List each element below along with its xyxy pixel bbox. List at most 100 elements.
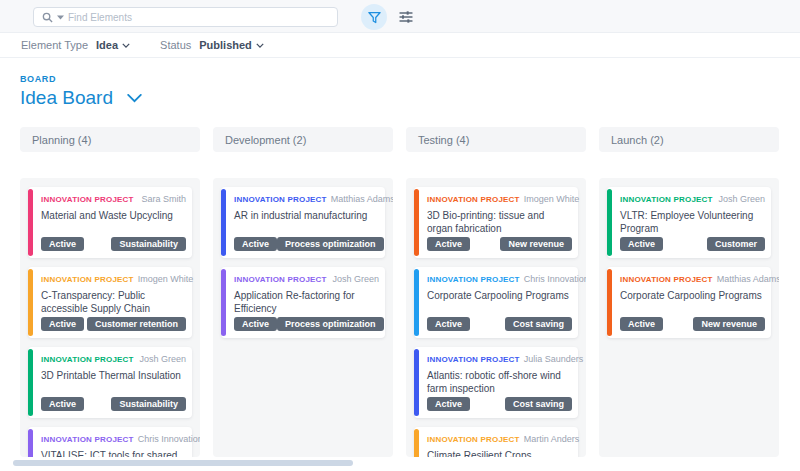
filter-row: Element Type Idea Status Published <box>0 33 800 58</box>
status-tag: Active <box>620 317 663 331</box>
card-accent-bar <box>607 269 612 336</box>
search-icon <box>42 12 53 23</box>
card-type-label: INNOVATION PROJECT <box>427 435 520 444</box>
card-type-label: INNOVATION PROJECT <box>234 275 327 284</box>
card-author: Matthias Adams <box>331 194 393 204</box>
card-tags-row: Active Customer retention <box>41 317 186 331</box>
status-tag: Active <box>427 237 470 251</box>
card-top-row: INNOVATION PROJECT Imogen White <box>427 194 572 204</box>
category-tag: Sustainability <box>111 237 186 251</box>
card-accent-bar <box>414 429 419 457</box>
category-tag: Cost saving <box>505 317 572 331</box>
card-tags-row: Active New revenue <box>620 317 765 331</box>
card-accent-bar <box>28 269 33 336</box>
idea-card[interactable]: INNOVATION PROJECT Martin Anders Climate… <box>414 427 578 457</box>
card-tags-row: Active Cost saving <box>427 317 572 331</box>
card-title: Corporate Carpooling Programs <box>427 289 572 315</box>
card-type-label: INNOVATION PROJECT <box>427 355 520 364</box>
card-accent-bar <box>607 189 612 256</box>
card-top-row: INNOVATION PROJECT Chris Innovation <box>41 434 186 444</box>
idea-card[interactable]: INNOVATION PROJECT Josh Green Applicatio… <box>221 267 385 338</box>
card-title: 3D Printable Thermal Insulation <box>41 369 186 395</box>
card-top-row: INNOVATION PROJECT Martin Anders <box>427 434 572 444</box>
status-tag: Active <box>41 317 84 331</box>
idea-card[interactable]: INNOVATION PROJECT Matthias Adams Corpor… <box>607 267 771 338</box>
card-title: C-Transparency: Public accessible Supply… <box>41 289 186 315</box>
status-tag: Active <box>620 237 663 251</box>
idea-card[interactable]: INNOVATION PROJECT Chris Innovation VITA… <box>28 427 192 457</box>
card-author: Matthias Adams <box>717 274 779 284</box>
board-selector[interactable]: Idea Board <box>20 87 800 109</box>
category-tag: Process optimization <box>277 237 384 251</box>
card-author: Chris Innovation <box>138 434 200 444</box>
column-lane: INNOVATION PROJECT Sara Smith Material a… <box>20 178 200 457</box>
idea-card[interactable]: INNOVATION PROJECT Imogen White 3D Bio-p… <box>414 187 578 258</box>
card-top-row: INNOVATION PROJECT Julia Saunders <box>427 354 572 364</box>
card-title: VLTR: Employee Volunteering Program <box>620 209 765 235</box>
category-tag: Customer retention <box>87 317 186 331</box>
card-top-row: INNOVATION PROJECT Josh Green <box>41 354 186 364</box>
column-header: Planning (4) <box>20 127 200 152</box>
search-scope-caret-icon <box>57 15 64 20</box>
card-top-row: INNOVATION PROJECT Sara Smith <box>41 194 186 204</box>
idea-card[interactable]: INNOVATION PROJECT Josh Green VLTR: Empl… <box>607 187 771 258</box>
element-type-label: Element Type <box>21 39 88 51</box>
card-type-label: INNOVATION PROJECT <box>41 195 134 204</box>
board-column: Development (2) INNOVATION PROJECT Matth… <box>213 127 393 457</box>
horizontal-scrollbar-thumb[interactable] <box>13 460 353 466</box>
card-accent-bar <box>414 269 419 336</box>
category-tag: Customer <box>707 237 765 251</box>
status-tag: Active <box>427 397 470 411</box>
funnel-icon <box>367 10 382 25</box>
idea-card[interactable]: INNOVATION PROJECT Imogen White C-Transp… <box>28 267 192 338</box>
card-tags-row: Active Process optimization <box>234 317 379 331</box>
column-header-label: Launch (2) <box>611 134 664 146</box>
status-dropdown[interactable]: Published <box>199 39 264 51</box>
idea-card[interactable]: INNOVATION PROJECT Chris Innovation Corp… <box>414 267 578 338</box>
card-author: Imogen White <box>524 194 580 204</box>
idea-card[interactable]: INNOVATION PROJECT Matthias Adams AR in … <box>221 187 385 258</box>
card-top-row: INNOVATION PROJECT Chris Innovation <box>427 274 572 284</box>
card-title: Material and Waste Upcycling <box>41 209 186 235</box>
element-type-dropdown[interactable]: Idea <box>96 39 130 51</box>
sliders-icon <box>398 9 414 25</box>
card-tags-row: Active Customer <box>620 237 765 251</box>
card-tags-row: Active New revenue <box>427 237 572 251</box>
card-tags-row: Active Process optimization <box>234 237 379 251</box>
card-type-label: INNOVATION PROJECT <box>234 195 327 204</box>
card-type-label: INNOVATION PROJECT <box>41 275 134 284</box>
card-title: AR in industrial manufacturing <box>234 209 379 235</box>
idea-card[interactable]: INNOVATION PROJECT Julia Saunders Atlant… <box>414 347 578 418</box>
category-tag: New revenue <box>693 317 765 331</box>
element-type-value: Idea <box>96 39 118 51</box>
board-columns: Planning (4) INNOVATION PROJECT Sara Smi… <box>0 109 800 457</box>
card-type-label: INNOVATION PROJECT <box>427 195 520 204</box>
category-tag: Process optimization <box>277 317 384 331</box>
category-tag: Sustainability <box>111 397 186 411</box>
card-title: Application Re-factoring for Efficiency <box>234 289 379 315</box>
status-label: Status <box>160 39 191 51</box>
card-accent-bar <box>28 349 33 416</box>
view-settings-button[interactable] <box>397 8 415 26</box>
card-type-label: INNOVATION PROJECT <box>427 275 520 284</box>
card-title: VITALISE: ICT tools for shared access <box>41 449 186 457</box>
category-tag: New revenue <box>500 237 572 251</box>
column-lane: INNOVATION PROJECT Imogen White 3D Bio-p… <box>406 178 586 457</box>
column-lane: INNOVATION PROJECT Josh Green VLTR: Empl… <box>599 178 779 457</box>
card-type-label: INNOVATION PROJECT <box>620 275 713 284</box>
status-tag: Active <box>41 397 84 411</box>
board-header: BOARD Idea Board <box>0 58 800 109</box>
card-author: Julia Saunders <box>524 354 584 364</box>
filter-button[interactable] <box>361 4 387 30</box>
column-header: Launch (2) <box>599 127 779 152</box>
card-accent-bar <box>221 269 226 336</box>
search-input[interactable]: Find Elements <box>33 7 338 27</box>
board-eyebrow-label: BOARD <box>20 74 800 84</box>
idea-card[interactable]: INNOVATION PROJECT Josh Green 3D Printab… <box>28 347 192 418</box>
column-header: Development (2) <box>213 127 393 152</box>
column-header: Testing (4) <box>406 127 586 152</box>
board-column: Launch (2) INNOVATION PROJECT Josh Green… <box>599 127 779 457</box>
card-accent-bar <box>414 349 419 416</box>
card-top-row: INNOVATION PROJECT Josh Green <box>620 194 765 204</box>
idea-card[interactable]: INNOVATION PROJECT Sara Smith Material a… <box>28 187 192 258</box>
